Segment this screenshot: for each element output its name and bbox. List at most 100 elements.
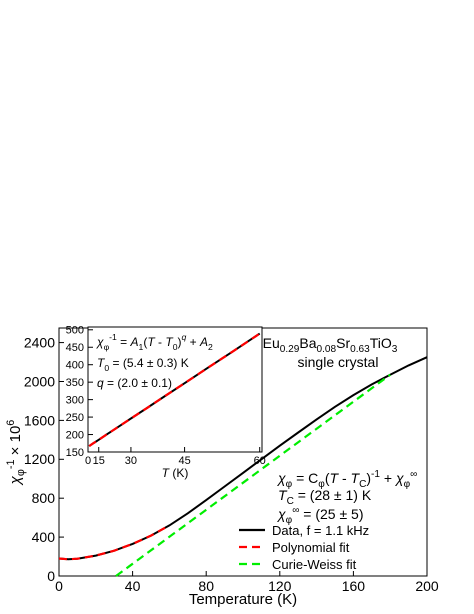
x-tick-label: 200	[415, 578, 439, 594]
text-segment: q	[181, 332, 186, 342]
annotation: T0 = (5.4 ± 0.3) K	[97, 356, 189, 373]
annotation: q = (2.0 ± 0.1)	[97, 376, 172, 390]
text-segment: 0.08	[316, 344, 336, 355]
text-segment: φ	[286, 515, 293, 526]
text-segment: A	[199, 335, 208, 349]
x-tick-label: 30	[125, 455, 137, 467]
annotation: χφ-1 = A1(T - T0)q + A2	[96, 332, 213, 352]
text-segment: φ	[318, 479, 325, 490]
text-segment: T	[278, 487, 288, 503]
text-segment: A	[130, 335, 139, 349]
text-segment: 1	[139, 342, 144, 352]
text-segment: -1	[5, 459, 17, 469]
text-segment: 6	[5, 420, 17, 426]
text-segment: (	[143, 335, 147, 349]
x-tick-label: 60	[254, 455, 266, 467]
text-segment: χ	[394, 470, 404, 486]
text-segment: C	[287, 496, 294, 507]
text-segment: T	[330, 470, 340, 486]
text-segment: 0	[173, 342, 178, 352]
text-segment: T	[165, 335, 174, 349]
legend-label: Data, f = 1.1 kHz	[272, 523, 369, 538]
text-segment: χ	[276, 470, 286, 486]
text-segment: = (2.0 ± 0.1)	[104, 376, 172, 390]
annotation: Eu0.29Ba0.08Sr0.63TiO3	[263, 335, 398, 355]
text-segment: single crystal	[298, 354, 379, 370]
y-tick-label: 150	[66, 447, 84, 459]
text-segment: 0	[104, 363, 109, 373]
x-tick-label: 0	[55, 578, 63, 594]
text-segment: T	[97, 356, 106, 370]
legend-label: Curie-Weiss fit	[272, 557, 357, 572]
x-tick-label: 40	[125, 578, 141, 594]
x-tick-label: 80	[198, 578, 214, 594]
y-tick-label: 250	[66, 412, 84, 424]
y-axis-label: χφ-1 × 106	[5, 420, 27, 487]
text-segment: χ	[276, 506, 286, 522]
text-segment: -	[338, 470, 350, 486]
series-line	[58, 524, 170, 561]
text-segment: T	[162, 466, 171, 480]
text-segment: TiO	[370, 335, 392, 351]
text-segment: 0.63	[350, 344, 370, 355]
y-tick-label: 400	[32, 529, 56, 545]
y-tick-label: 450	[66, 342, 84, 354]
y-tick-label: 2400	[24, 334, 55, 350]
text-segment: C	[359, 479, 366, 490]
text-segment: -	[155, 335, 166, 349]
x-tick-label: 120	[268, 578, 292, 594]
text-segment: T	[351, 470, 361, 486]
text-segment: (	[325, 470, 330, 486]
annotation: χφ = Cφ(T - TC)-1 + χφ∞	[276, 469, 417, 490]
text-segment: Sr	[336, 335, 350, 351]
series-line	[88, 332, 261, 448]
y-tick-label: 0	[47, 568, 55, 584]
text-segment: ∞	[410, 469, 417, 480]
text-segment: q	[97, 376, 104, 390]
y-tick-label: 400	[66, 360, 84, 372]
text-segment: ∞	[292, 505, 299, 516]
text-segment: 2	[208, 342, 213, 352]
text-segment: φ	[286, 479, 293, 490]
x-axis-label: T (K)	[162, 466, 189, 480]
y-tick-label: 2000	[24, 373, 55, 389]
text-segment: )	[366, 470, 371, 486]
text-segment: χ	[7, 475, 24, 486]
text-segment: φ	[104, 342, 110, 352]
text-segment: Eu	[263, 335, 280, 351]
text-segment: T	[147, 335, 156, 349]
legend-label: Polynomial fit	[272, 540, 350, 555]
text-segment: Ba	[299, 335, 316, 351]
x-axis-label: Temperature (K)	[189, 591, 297, 608]
y-tick-label: 1200	[24, 451, 55, 467]
text-segment: 0.29	[280, 344, 300, 355]
text-segment: φ	[15, 469, 27, 476]
text-segment: (K)	[169, 466, 188, 480]
text-segment: -1	[371, 469, 380, 480]
text-segment: +	[186, 335, 200, 349]
y-tick-label: 350	[66, 377, 84, 389]
text-segment: 3	[392, 344, 398, 355]
x-tick-label: 0	[85, 455, 91, 467]
y-tick-label: 500	[66, 325, 84, 337]
text-segment: )	[177, 335, 181, 349]
text-segment: = C	[292, 470, 318, 486]
y-tick-label: 300	[66, 394, 84, 406]
text-segment: = (5.4 ± 0.3) K	[109, 356, 189, 370]
text-segment: = (25 ± 5)	[299, 506, 363, 522]
text-segment: -1	[109, 332, 117, 342]
text-segment: χ	[96, 335, 104, 349]
x-tick-label: 45	[178, 455, 190, 467]
annotation: χφ∞ = (25 ± 5)	[276, 505, 364, 526]
annotation: single crystal	[298, 354, 379, 370]
x-tick-label: 160	[342, 578, 366, 594]
text-segment: × 10	[7, 426, 24, 460]
series-line	[115, 373, 391, 577]
text-segment: φ	[404, 479, 411, 490]
text-segment: +	[380, 470, 396, 486]
x-tick-label: 15	[93, 455, 105, 467]
y-tick-label: 1600	[24, 412, 55, 428]
text-segment: = (28 ± 1) K	[294, 487, 372, 503]
